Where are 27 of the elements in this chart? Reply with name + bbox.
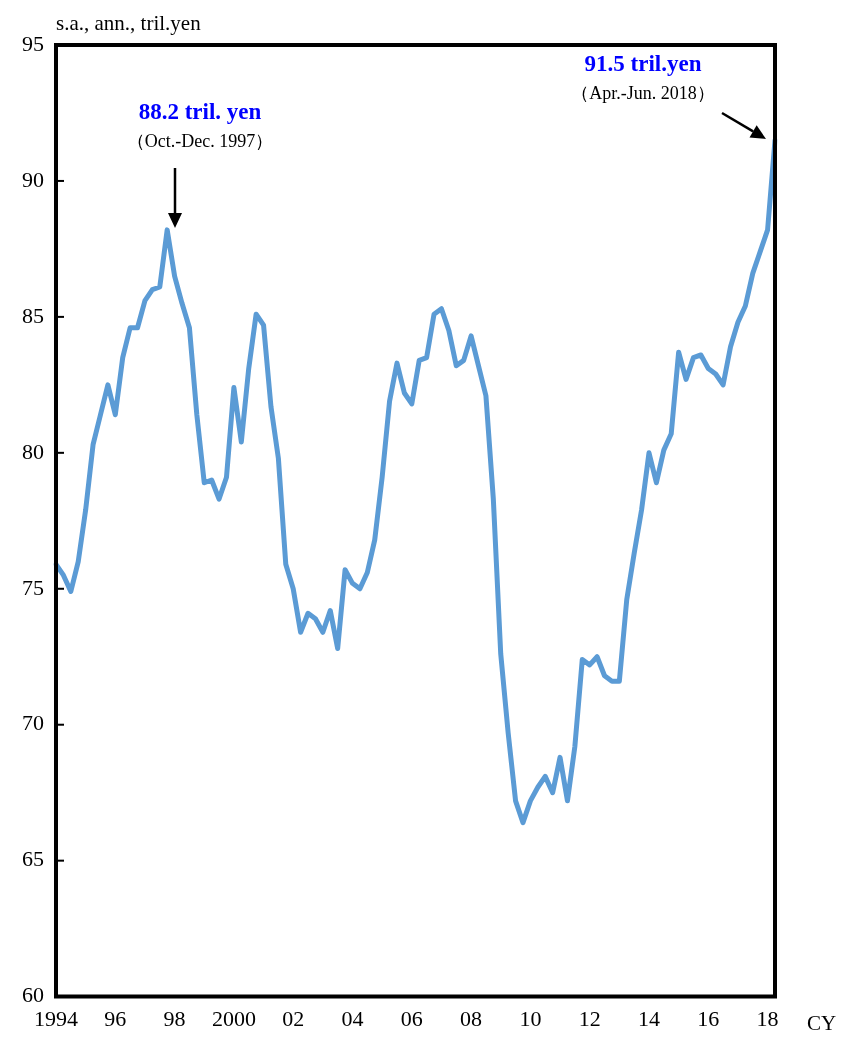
- annotation: （Apr.-Jun. 2018）: [571, 83, 715, 103]
- x-tick-label: 1994: [34, 1005, 78, 1031]
- x-tick-label: 98: [163, 1005, 186, 1031]
- y-tick-label: 90: [22, 166, 44, 192]
- x-tick-label: 02: [282, 1005, 305, 1031]
- x-tick-label: 14: [637, 1005, 660, 1031]
- y-tick-label: 75: [22, 574, 44, 600]
- y-tick-label: 85: [22, 302, 44, 328]
- x-tick-label: 16: [697, 1005, 720, 1031]
- y-tick-label: 60: [22, 982, 44, 1008]
- annotation: （Oct.-Dec. 1997）: [126, 131, 274, 151]
- y-tick-label: 95: [22, 30, 44, 56]
- x-tick-label: 18: [756, 1005, 779, 1031]
- y-tick-label: 80: [22, 438, 44, 464]
- y-axis-title: s.a., ann., tril.yen: [56, 11, 202, 36]
- annotation: 88.2 tril. yen: [138, 99, 262, 124]
- x-tick-label: 96: [104, 1005, 127, 1031]
- annotation: 91.5 tril.yen: [584, 51, 702, 76]
- x-tick-label: 12: [578, 1005, 601, 1031]
- x-tick-label: 06: [400, 1005, 423, 1031]
- x-tick-label: 04: [341, 1005, 364, 1031]
- x-tick-label: 08: [460, 1005, 483, 1031]
- y-tick-label: 70: [22, 710, 44, 736]
- y-tick-label: 65: [22, 846, 44, 872]
- x-tick-label: 10: [519, 1005, 542, 1031]
- x-tick-label: 2000: [211, 1005, 256, 1031]
- x-axis-title: CY: [807, 1010, 837, 1035]
